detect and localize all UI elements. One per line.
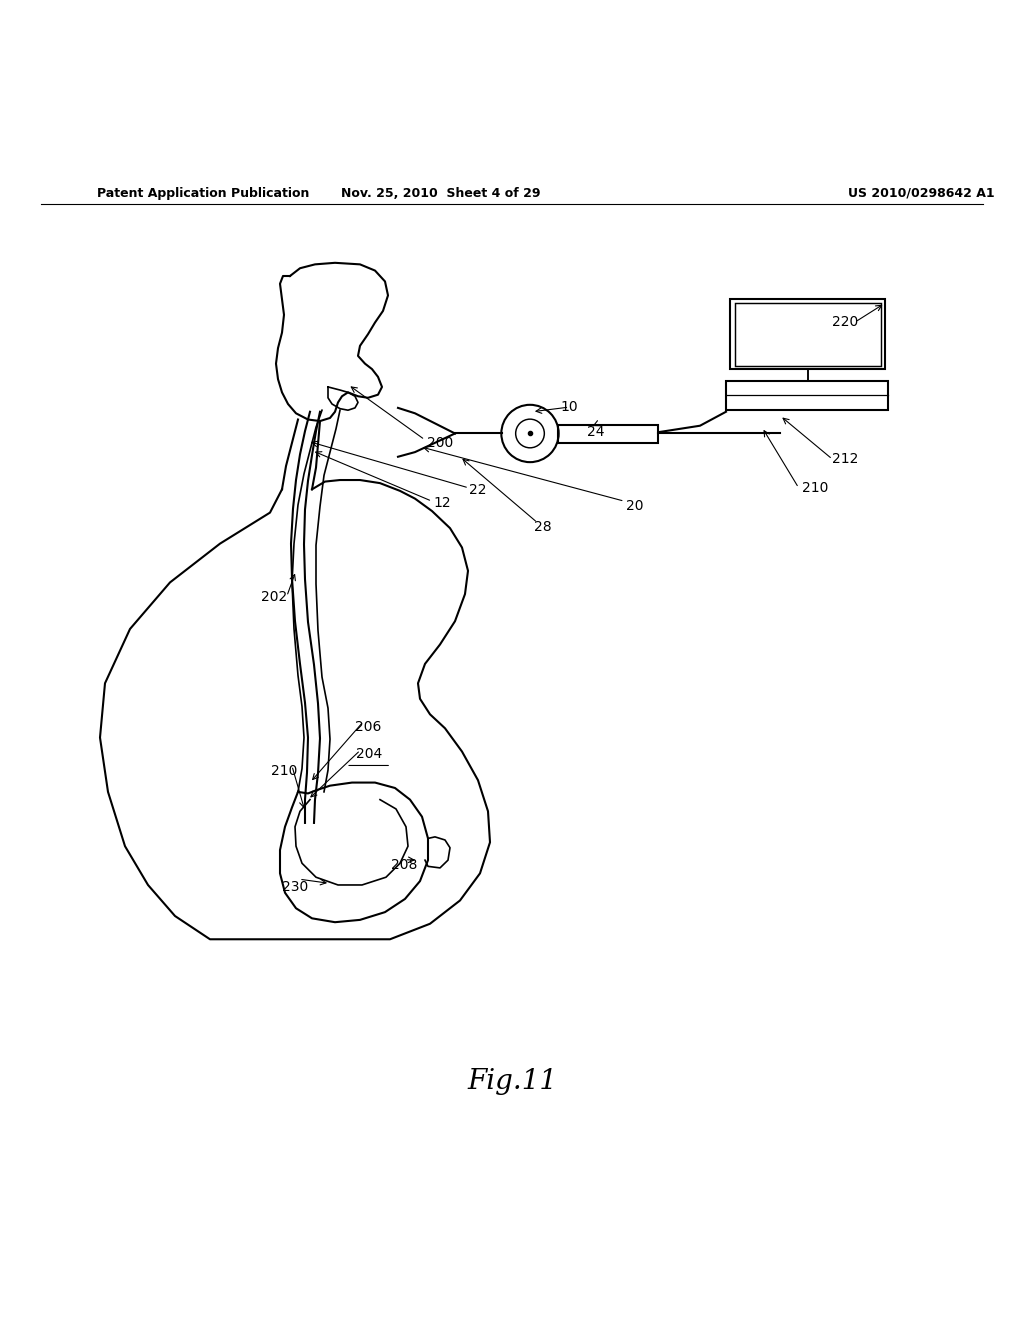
Text: 12: 12: [433, 496, 452, 511]
Text: 202: 202: [261, 590, 288, 603]
Text: 210: 210: [271, 763, 298, 777]
Text: 230: 230: [282, 880, 308, 895]
Text: 212: 212: [831, 453, 858, 466]
Text: US 2010/0298642 A1: US 2010/0298642 A1: [848, 186, 995, 199]
Text: 204: 204: [355, 747, 382, 762]
Bar: [558, 425, 658, 442]
Text: 10: 10: [560, 400, 579, 414]
Bar: [726, 380, 888, 411]
Text: 208: 208: [391, 858, 418, 871]
Text: 28: 28: [534, 520, 552, 533]
Text: Fig.11: Fig.11: [467, 1068, 557, 1096]
Text: 24: 24: [587, 425, 605, 438]
Bar: [730, 300, 885, 370]
Text: 20: 20: [626, 499, 644, 513]
Bar: [735, 304, 881, 366]
Text: Patent Application Publication: Patent Application Publication: [97, 186, 309, 199]
Text: Nov. 25, 2010  Sheet 4 of 29: Nov. 25, 2010 Sheet 4 of 29: [341, 186, 540, 199]
Text: 200: 200: [427, 436, 454, 450]
Text: 206: 206: [355, 719, 382, 734]
Text: 210: 210: [802, 480, 828, 495]
Text: 22: 22: [469, 483, 487, 498]
Text: 220: 220: [831, 315, 858, 329]
